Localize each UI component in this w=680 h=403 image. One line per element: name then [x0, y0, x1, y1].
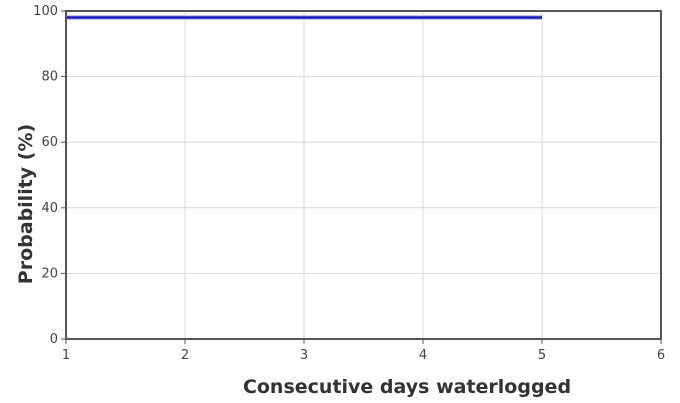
plot-frame [65, 10, 662, 340]
grid-lines [65, 10, 662, 340]
y-tick-label: 80 [41, 70, 58, 85]
y-tick-label: 0 [50, 332, 58, 347]
x-tick-label: 2 [181, 348, 189, 363]
y-axis-ticks: 0 20 40 60 80 100 [33, 4, 66, 347]
x-tick-label: 4 [419, 348, 427, 363]
x-axis-ticks: 1 2 3 4 5 6 [62, 339, 665, 363]
y-tick-label: 20 [41, 266, 58, 281]
x-tick-label: 3 [300, 348, 308, 363]
y-tick-label: 60 [41, 135, 58, 150]
x-tick-label: 6 [657, 348, 665, 363]
y-axis-label: Probability (%) [15, 124, 37, 284]
x-tick-label: 5 [538, 348, 546, 363]
y-tick-label: 100 [33, 4, 58, 19]
x-tick-label: 1 [62, 348, 70, 363]
y-tick-label: 40 [41, 201, 58, 216]
x-axis-label: Consecutive days waterlogged [243, 376, 571, 398]
